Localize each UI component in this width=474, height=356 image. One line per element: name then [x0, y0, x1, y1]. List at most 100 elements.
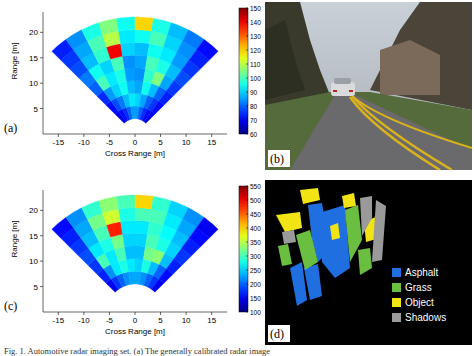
caption: Fig. 1. Automotive radar imaging set. (a…: [4, 346, 270, 356]
house: [380, 40, 440, 95]
road-line: [352, 96, 472, 148]
colorbar-tick: [246, 270, 248, 271]
cells: [52, 17, 218, 123]
panel-label: (a): [4, 121, 17, 135]
y-axis-label: Range [m]: [10, 43, 19, 80]
x-tick: [83, 312, 84, 315]
colorbar-tick-label: 350: [250, 239, 261, 246]
colorbar: [239, 8, 248, 134]
y-tick-label: 15: [29, 232, 38, 241]
heat-cell: [117, 195, 135, 209]
legend-swatch: [392, 268, 401, 277]
sky: [265, 2, 472, 170]
x-tick: [160, 134, 161, 137]
x-tick-label: 10: [182, 138, 191, 147]
colorbar-tick: [246, 186, 248, 187]
colorbar-tick-label: 120: [250, 47, 261, 54]
colorbar-tick: [246, 214, 248, 215]
y-tick-label: 5: [34, 105, 39, 114]
legend-label: Asphalt: [405, 267, 439, 278]
colorbar-tick-label: 150: [250, 5, 261, 12]
colorbar-tick: [246, 36, 248, 37]
heat-cell: [135, 221, 149, 235]
colorbar-tick: [246, 64, 248, 65]
heat-cell: [123, 55, 135, 69]
y-tick: [40, 32, 43, 33]
panel-label: (b): [270, 152, 284, 166]
legend-label: Grass: [405, 282, 432, 293]
label-box: [268, 325, 290, 342]
seg-region: [358, 248, 372, 275]
x-tick-label: -5: [106, 316, 114, 325]
seg-region: [330, 223, 340, 240]
colorbar-tick-label: 60: [250, 131, 258, 138]
colorbar-tick-label: 90: [250, 89, 258, 96]
trees-left: [265, 2, 330, 110]
x-tick-label: 15: [207, 316, 216, 325]
colorbar-tick-label: 550: [250, 183, 261, 190]
heat-cell: [119, 30, 135, 44]
heat-cell: [197, 39, 219, 60]
trees-left-dark: [265, 20, 305, 100]
colorbar-tick: [246, 106, 248, 107]
heat-cell: [127, 81, 135, 94]
colorbar: [239, 186, 248, 312]
x-tick: [186, 312, 187, 315]
colorbar-tick-label: 300: [250, 253, 261, 260]
colorbar-tick: [246, 228, 248, 229]
x-tick: [58, 134, 59, 137]
heat-cell: [125, 246, 135, 259]
colorbar-tick: [246, 120, 248, 121]
seg-region: [282, 230, 296, 244]
colorbar-tick-label: 450: [250, 211, 261, 218]
colorbar-tick-label: 110: [250, 61, 261, 68]
x-tick-label: 15: [207, 138, 216, 147]
y-axis-label: Range [m]: [10, 221, 19, 258]
x-tick: [135, 312, 136, 315]
y-tick: [40, 57, 43, 58]
heat-cell: [135, 30, 151, 44]
colorbar-tick: [246, 298, 248, 299]
heat-cell: [127, 259, 135, 272]
colorbar-tick-label: 140: [250, 19, 261, 26]
heat-cell: [99, 19, 119, 35]
x-tick: [58, 312, 59, 315]
y-axis-line: [43, 190, 44, 312]
colorbar-tick: [246, 284, 248, 285]
x-tick: [109, 134, 110, 137]
colorbar-tick: [246, 78, 248, 79]
x-tick-label: -5: [106, 138, 114, 147]
colorbar-tick-label: 500: [250, 197, 261, 204]
heat-cell: [121, 221, 135, 235]
road-line: [353, 97, 452, 170]
seg-region: [304, 264, 322, 300]
x-tick-label: 0: [133, 316, 138, 325]
seg-region: [342, 193, 356, 208]
heatmap-panel: -15-10-50510155101520Cross Range [m]Rang…: [4, 183, 261, 337]
x-tick: [83, 134, 84, 137]
colorbar-tick: [246, 50, 248, 51]
heat-cell: [99, 197, 119, 213]
y-tick-label: 15: [29, 54, 38, 63]
y-tick-label: 10: [29, 257, 38, 266]
colorbar-tick-label: 250: [250, 267, 261, 274]
y-tick: [40, 235, 43, 236]
seg-region: [276, 212, 302, 232]
heat-cell: [123, 233, 135, 247]
x-tick-label: -10: [78, 138, 90, 147]
legend-label: Object: [405, 297, 434, 308]
heat-cell: [131, 106, 135, 119]
y-axis-line: [43, 12, 44, 134]
x-tick: [186, 134, 187, 137]
label-box: [268, 150, 290, 167]
heat-cell: [119, 208, 135, 222]
car-light: [349, 90, 353, 92]
y-tick-label: 20: [29, 206, 38, 215]
seg-region: [300, 188, 320, 204]
x-tick-label: 0: [133, 138, 138, 147]
x-tick-label: 5: [158, 316, 163, 325]
colorbar-tick-label: 100: [250, 75, 261, 82]
colorbar-tick: [246, 200, 248, 201]
colorbar-tick-label: 80: [250, 103, 258, 110]
y-tick: [40, 286, 43, 287]
